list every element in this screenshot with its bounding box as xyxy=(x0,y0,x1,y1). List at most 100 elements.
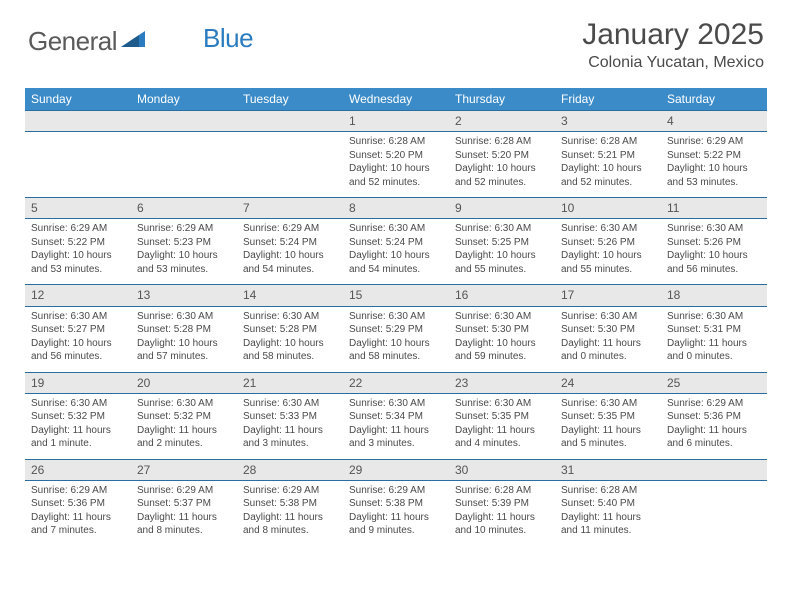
day-detail-cell: Sunrise: 6:29 AMSunset: 5:22 PMDaylight:… xyxy=(25,219,131,285)
sunrise-line: Sunrise: 6:28 AM xyxy=(561,484,655,498)
sunset-line: Sunset: 5:33 PM xyxy=(243,410,337,424)
daylight-line: Daylight: 10 hours and 52 minutes. xyxy=(561,162,655,189)
daylight-line: Daylight: 11 hours and 0 minutes. xyxy=(561,337,655,364)
daylight-line: Daylight: 10 hours and 55 minutes. xyxy=(455,249,549,276)
sunrise-line: Sunrise: 6:30 AM xyxy=(455,310,549,324)
day-number-cell: 27 xyxy=(131,459,237,480)
daylight-line: Daylight: 11 hours and 9 minutes. xyxy=(349,511,443,538)
sunset-line: Sunset: 5:36 PM xyxy=(667,410,761,424)
sunset-line: Sunset: 5:35 PM xyxy=(455,410,549,424)
sunset-line: Sunset: 5:30 PM xyxy=(455,323,549,337)
day-detail-cell xyxy=(25,132,131,198)
weekday-header: Wednesday xyxy=(343,88,449,111)
sunset-line: Sunset: 5:34 PM xyxy=(349,410,443,424)
sunset-line: Sunset: 5:20 PM xyxy=(349,149,443,163)
sunset-line: Sunset: 5:21 PM xyxy=(561,149,655,163)
daylight-line: Daylight: 10 hours and 53 minutes. xyxy=(31,249,125,276)
day-number-cell: 14 xyxy=(237,285,343,306)
logo-triangle-icon xyxy=(121,29,147,54)
sunrise-line: Sunrise: 6:28 AM xyxy=(455,484,549,498)
weekday-header: Friday xyxy=(555,88,661,111)
day-number-cell xyxy=(661,459,767,480)
logo: General Blue xyxy=(28,26,253,57)
day-detail-cell: Sunrise: 6:30 AMSunset: 5:32 PMDaylight:… xyxy=(131,393,237,459)
sunset-line: Sunset: 5:30 PM xyxy=(561,323,655,337)
day-number-cell xyxy=(25,111,131,132)
day-detail-cell: Sunrise: 6:28 AMSunset: 5:39 PMDaylight:… xyxy=(449,480,555,546)
sunrise-line: Sunrise: 6:29 AM xyxy=(667,135,761,149)
sunrise-line: Sunrise: 6:30 AM xyxy=(667,222,761,236)
weekday-header: Saturday xyxy=(661,88,767,111)
day-number-cell: 29 xyxy=(343,459,449,480)
day-detail-row: Sunrise: 6:29 AMSunset: 5:22 PMDaylight:… xyxy=(25,219,767,285)
sunset-line: Sunset: 5:40 PM xyxy=(561,497,655,511)
daylight-line: Daylight: 10 hours and 58 minutes. xyxy=(243,337,337,364)
sunrise-line: Sunrise: 6:30 AM xyxy=(349,222,443,236)
day-detail-row: Sunrise: 6:29 AMSunset: 5:36 PMDaylight:… xyxy=(25,480,767,546)
sunset-line: Sunset: 5:24 PM xyxy=(243,236,337,250)
day-detail-cell: Sunrise: 6:28 AMSunset: 5:20 PMDaylight:… xyxy=(449,132,555,198)
sunrise-line: Sunrise: 6:30 AM xyxy=(243,397,337,411)
day-number-cell: 20 xyxy=(131,372,237,393)
day-detail-cell: Sunrise: 6:29 AMSunset: 5:22 PMDaylight:… xyxy=(661,132,767,198)
sunrise-line: Sunrise: 6:30 AM xyxy=(349,397,443,411)
day-detail-cell: Sunrise: 6:30 AMSunset: 5:28 PMDaylight:… xyxy=(237,306,343,372)
day-detail-cell: Sunrise: 6:30 AMSunset: 5:29 PMDaylight:… xyxy=(343,306,449,372)
day-number-cell: 4 xyxy=(661,111,767,132)
daylight-line: Daylight: 11 hours and 3 minutes. xyxy=(243,424,337,451)
sunrise-line: Sunrise: 6:28 AM xyxy=(349,135,443,149)
day-detail-cell: Sunrise: 6:28 AMSunset: 5:21 PMDaylight:… xyxy=(555,132,661,198)
day-number-cell: 19 xyxy=(25,372,131,393)
sunset-line: Sunset: 5:20 PM xyxy=(455,149,549,163)
sunset-line: Sunset: 5:25 PM xyxy=(455,236,549,250)
sunrise-line: Sunrise: 6:30 AM xyxy=(137,397,231,411)
sunrise-line: Sunrise: 6:28 AM xyxy=(455,135,549,149)
weekday-header: Tuesday xyxy=(237,88,343,111)
sunset-line: Sunset: 5:36 PM xyxy=(31,497,125,511)
sunrise-line: Sunrise: 6:30 AM xyxy=(667,310,761,324)
day-number-cell: 5 xyxy=(25,198,131,219)
day-number-cell: 6 xyxy=(131,198,237,219)
daylight-line: Daylight: 10 hours and 52 minutes. xyxy=(455,162,549,189)
daylight-line: Daylight: 11 hours and 1 minute. xyxy=(31,424,125,451)
daylight-line: Daylight: 10 hours and 52 minutes. xyxy=(349,162,443,189)
day-detail-cell: Sunrise: 6:30 AMSunset: 5:32 PMDaylight:… xyxy=(25,393,131,459)
sunset-line: Sunset: 5:28 PM xyxy=(243,323,337,337)
daylight-line: Daylight: 11 hours and 10 minutes. xyxy=(455,511,549,538)
sunset-line: Sunset: 5:29 PM xyxy=(349,323,443,337)
daylight-line: Daylight: 11 hours and 8 minutes. xyxy=(137,511,231,538)
weekday-header-row: Sunday Monday Tuesday Wednesday Thursday… xyxy=(25,88,767,111)
day-number-cell: 18 xyxy=(661,285,767,306)
day-number-row: 12131415161718 xyxy=(25,285,767,306)
sunrise-line: Sunrise: 6:30 AM xyxy=(31,310,125,324)
day-detail-cell: Sunrise: 6:30 AMSunset: 5:28 PMDaylight:… xyxy=(131,306,237,372)
sunrise-line: Sunrise: 6:29 AM xyxy=(31,484,125,498)
day-detail-cell: Sunrise: 6:30 AMSunset: 5:30 PMDaylight:… xyxy=(555,306,661,372)
day-detail-cell: Sunrise: 6:30 AMSunset: 5:35 PMDaylight:… xyxy=(449,393,555,459)
day-number-cell: 13 xyxy=(131,285,237,306)
day-detail-row: Sunrise: 6:30 AMSunset: 5:27 PMDaylight:… xyxy=(25,306,767,372)
day-number-row: 567891011 xyxy=(25,198,767,219)
daylight-line: Daylight: 11 hours and 0 minutes. xyxy=(667,337,761,364)
daylight-line: Daylight: 11 hours and 11 minutes. xyxy=(561,511,655,538)
sunrise-line: Sunrise: 6:30 AM xyxy=(349,310,443,324)
daylight-line: Daylight: 10 hours and 54 minutes. xyxy=(243,249,337,276)
day-detail-cell: Sunrise: 6:30 AMSunset: 5:26 PMDaylight:… xyxy=(555,219,661,285)
day-number-cell: 24 xyxy=(555,372,661,393)
sunset-line: Sunset: 5:26 PM xyxy=(561,236,655,250)
day-number-cell: 26 xyxy=(25,459,131,480)
sunset-line: Sunset: 5:22 PM xyxy=(667,149,761,163)
daylight-line: Daylight: 10 hours and 53 minutes. xyxy=(667,162,761,189)
day-detail-cell: Sunrise: 6:29 AMSunset: 5:24 PMDaylight:… xyxy=(237,219,343,285)
day-number-cell xyxy=(131,111,237,132)
day-detail-cell: Sunrise: 6:29 AMSunset: 5:38 PMDaylight:… xyxy=(237,480,343,546)
day-detail-cell: Sunrise: 6:28 AMSunset: 5:20 PMDaylight:… xyxy=(343,132,449,198)
sunrise-line: Sunrise: 6:30 AM xyxy=(561,222,655,236)
day-number-cell: 3 xyxy=(555,111,661,132)
month-title: January 2025 xyxy=(582,18,764,52)
sunset-line: Sunset: 5:37 PM xyxy=(137,497,231,511)
day-number-cell: 15 xyxy=(343,285,449,306)
sunrise-line: Sunrise: 6:30 AM xyxy=(455,222,549,236)
sunrise-line: Sunrise: 6:29 AM xyxy=(137,484,231,498)
day-detail-cell: Sunrise: 6:30 AMSunset: 5:24 PMDaylight:… xyxy=(343,219,449,285)
